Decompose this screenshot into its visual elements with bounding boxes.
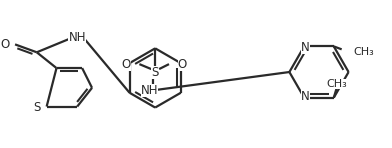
Text: CH₃: CH₃ [354,47,374,57]
Text: O: O [178,58,187,71]
Text: N: N [301,90,310,103]
Text: NH: NH [69,31,86,44]
Text: O: O [0,38,9,51]
Text: CH₃: CH₃ [327,79,347,89]
Text: S: S [151,66,159,79]
Text: O: O [121,58,131,71]
Text: NH: NH [140,84,158,97]
Text: S: S [33,101,41,114]
Text: N: N [301,41,310,54]
